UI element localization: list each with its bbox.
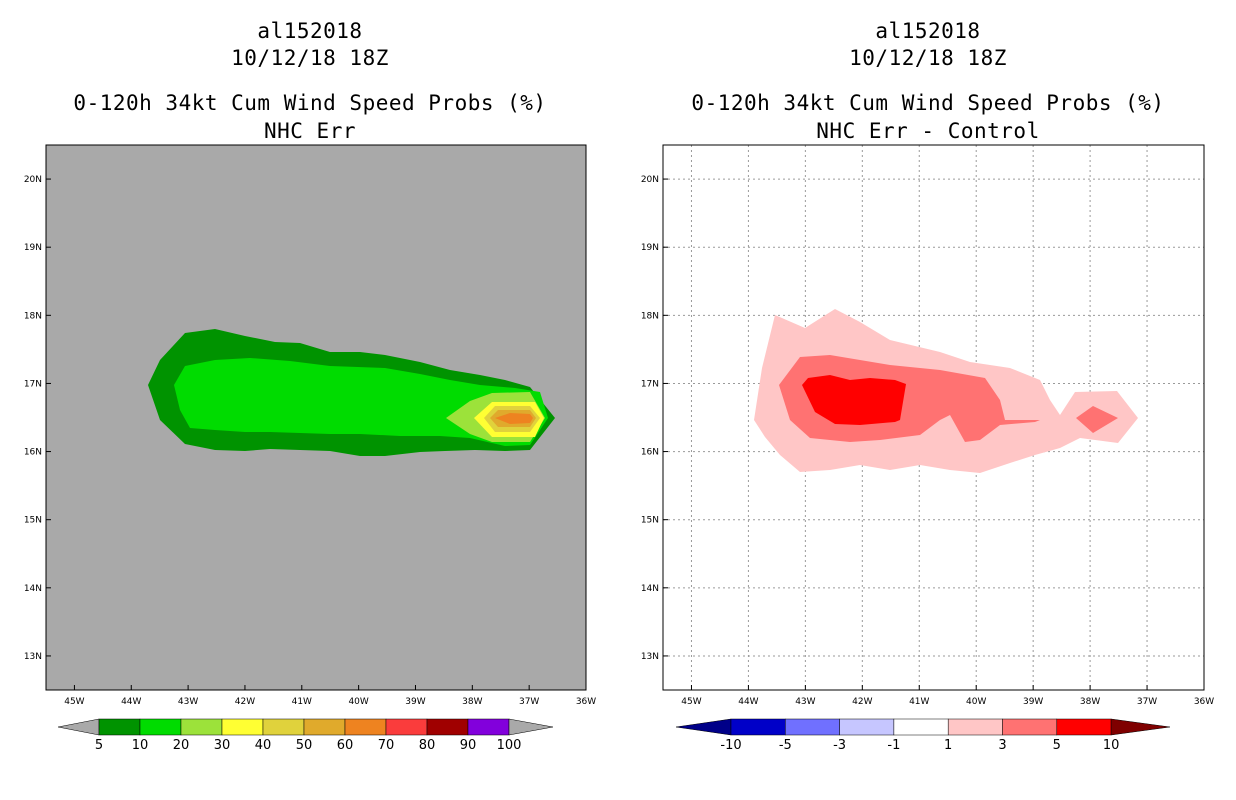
y-tick-label: 17N	[24, 379, 42, 389]
left-map-panel: 45W 44W 43W 42W 41W 40W 39W 38W 37W 36W 20N 19N 18N 1…	[24, 144, 596, 707]
colorbar-swatch	[262, 718, 305, 736]
right-map-gridlines	[663, 145, 1204, 690]
colorbar-label: 10	[132, 738, 149, 753]
y-tick-label: 13N	[24, 652, 42, 662]
x-tick-label: 37W	[519, 697, 539, 707]
colorbar-swatch	[139, 718, 182, 736]
colorbar-under-arrow	[57, 718, 100, 736]
y-tick-label: 16N	[641, 448, 659, 458]
colorbar-label: 40	[255, 738, 272, 753]
diff-contour-5-10	[802, 375, 906, 425]
colorbar-swatch	[385, 718, 428, 736]
x-tick-label: 39W	[1023, 697, 1043, 707]
x-tick-label: 40W	[966, 697, 986, 707]
colorbar-label: 80	[419, 738, 436, 753]
right-map-frame	[662, 144, 1205, 691]
colorbar-swatch	[344, 718, 387, 736]
colorbar-label: 1	[944, 738, 952, 753]
x-tick-label: 43W	[178, 697, 198, 707]
left-title-date: 10/12/18 18Z	[231, 46, 389, 70]
colorbar-label: -3	[833, 738, 846, 753]
colorbar-label: -1	[887, 738, 900, 753]
left-title-subtitle: NHC Err	[263, 119, 356, 143]
x-tick-label: 38W	[1080, 697, 1100, 707]
x-tick-label: 45W	[64, 697, 84, 707]
y-tick-label: 13N	[641, 652, 659, 662]
colorbar-swatch	[1056, 718, 1112, 736]
left-title-storm: al152018	[257, 19, 363, 43]
right-map-panel: 45W 44W 43W 42W 41W 40W 39W 38W 37W 36W 20N 19N 18N 1…	[641, 144, 1214, 707]
colorbar-swatch	[730, 718, 786, 736]
x-tick-label: 41W	[292, 697, 312, 707]
x-tick-label: 43W	[795, 697, 815, 707]
colorbar-swatch	[893, 718, 949, 736]
colorbar-over-arrow	[1110, 718, 1171, 736]
colorbar-swatch	[785, 718, 840, 736]
prob-contour-60	[495, 413, 533, 424]
colorbar-swatch	[98, 718, 141, 736]
colorbar-over-arrow	[508, 718, 554, 736]
right-title-subtitle: NHC Err - Control	[816, 119, 1040, 143]
x-tick-label: 39W	[405, 697, 425, 707]
left-axis-ticks: 45W 44W 43W 42W 41W 40W 39W 38W 37W 36W 20N 19N 18N 1…	[24, 175, 596, 707]
colorbar-label: 10	[1103, 738, 1120, 753]
x-tick-label: 44W	[121, 697, 141, 707]
left-map-frame	[45, 144, 587, 691]
colorbar-label: 100	[497, 738, 522, 753]
x-tick-label: 42W	[852, 697, 872, 707]
colorbar-swatch	[947, 718, 1003, 736]
colorbar-label: 60	[337, 738, 354, 753]
right-colorbar: -10 -5 -3 -1 1 3 5 10	[675, 718, 1171, 753]
x-tick-label: 45W	[681, 697, 701, 707]
colorbar-label: 5	[95, 738, 103, 753]
colorbar-label: 50	[296, 738, 313, 753]
y-tick-label: 18N	[641, 311, 659, 321]
colorbar-label: 30	[214, 738, 231, 753]
y-tick-label: 19N	[641, 243, 659, 253]
colorbar-swatch	[221, 718, 264, 736]
x-tick-label: 40W	[348, 697, 368, 707]
x-tick-label: 44W	[738, 697, 758, 707]
colorbar-label: -10	[720, 738, 741, 753]
y-tick-label: 19N	[24, 243, 42, 253]
colorbar-label: 5	[1053, 738, 1061, 753]
colorbar-swatch	[426, 718, 469, 736]
colorbar-label: -5	[779, 738, 792, 753]
colorbar-swatch	[303, 718, 346, 736]
right-title-date: 10/12/18 18Z	[849, 46, 1007, 70]
diff-contour-3-5-east	[1076, 406, 1118, 433]
colorbar-swatch	[180, 718, 223, 736]
x-tick-label: 37W	[1137, 697, 1157, 707]
right-axis-ticks: 45W 44W 43W 42W 41W 40W 39W 38W 37W 36W 20N 19N 18N 1…	[641, 175, 1214, 707]
right-title-storm: al152018	[875, 19, 981, 43]
colorbar-label: 70	[378, 738, 395, 753]
y-tick-label: 20N	[641, 175, 659, 185]
colorbar-under-arrow	[675, 718, 732, 736]
y-tick-label: 14N	[24, 584, 42, 594]
colorbar-swatch	[839, 718, 895, 736]
y-tick-label: 15N	[24, 516, 42, 526]
y-tick-label: 15N	[641, 516, 659, 526]
right-title-product: 0-120h 34kt Cum Wind Speed Probs (%)	[691, 91, 1165, 115]
colorbar-label: 20	[173, 738, 190, 753]
x-tick-label: 36W	[1194, 697, 1214, 707]
left-colorbar: 5 10 20 30 40 50 60 70 80 90 100	[57, 718, 554, 753]
y-tick-label: 16N	[24, 448, 42, 458]
colorbar-swatch	[1002, 718, 1058, 736]
x-tick-label: 41W	[909, 697, 929, 707]
colorbar-label: 90	[460, 738, 477, 753]
colorbar-label: 3	[998, 738, 1006, 753]
y-tick-label: 20N	[24, 175, 42, 185]
y-tick-label: 14N	[641, 584, 659, 594]
y-tick-label: 17N	[641, 379, 659, 389]
x-tick-label: 36W	[576, 697, 596, 707]
y-tick-label: 18N	[24, 311, 42, 321]
colorbar-swatch	[467, 718, 510, 736]
left-title-product: 0-120h 34kt Cum Wind Speed Probs (%)	[73, 91, 547, 115]
x-tick-label: 42W	[235, 697, 255, 707]
x-tick-label: 38W	[462, 697, 482, 707]
prob-contour-10	[174, 358, 548, 446]
